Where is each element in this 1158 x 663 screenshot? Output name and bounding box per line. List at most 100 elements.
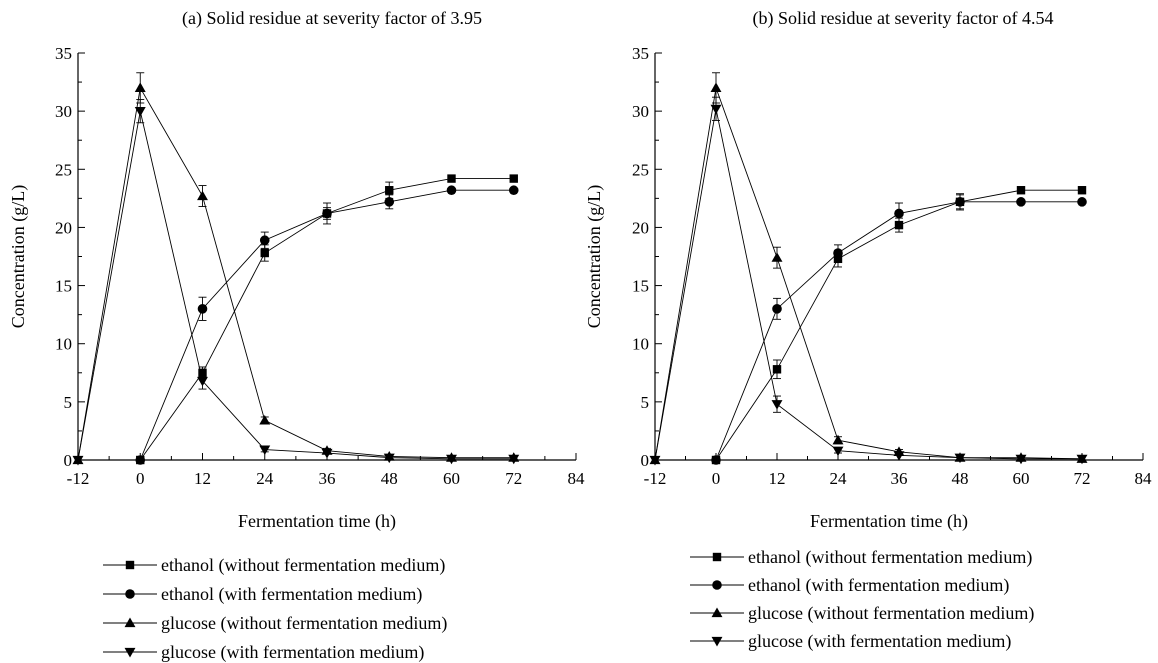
data-point [321, 448, 333, 459]
x-axis-label: Fermentation time (h) [810, 511, 968, 532]
legend-label: glucose (with fermentation medium) [748, 631, 1011, 652]
legend-label: ethanol (with fermentation medium) [161, 584, 422, 605]
legend-label: ethanol (with fermentation medium) [748, 575, 1009, 596]
y-tick-label: 5 [64, 393, 73, 412]
x-tick-label: 36 [319, 469, 336, 488]
y-tick-label: 35 [632, 44, 649, 63]
data-point [772, 304, 782, 314]
data-point [1076, 454, 1088, 465]
series-line [654, 108, 1082, 461]
y-axis-label: Concentration (g/L) [8, 185, 29, 328]
legend-marker [711, 636, 723, 647]
x-tick-label: 48 [952, 469, 969, 488]
x-tick-label: 12 [769, 469, 786, 488]
x-tick-label: -12 [67, 469, 90, 488]
data-point [134, 107, 146, 117]
panel-a: (a) Solid residue at severity factor of … [8, 8, 585, 663]
data-point [1016, 186, 1026, 195]
y-tick-label: 15 [632, 277, 649, 296]
x-tick-label: 84 [568, 469, 586, 488]
data-point [833, 248, 843, 258]
legend-label: ethanol (without fermentation medium) [748, 547, 1032, 568]
legend-marker [125, 560, 135, 570]
data-point [385, 186, 394, 195]
data-point [384, 197, 395, 207]
y-tick-label: 30 [632, 102, 649, 121]
x-tick-label: 48 [381, 469, 398, 488]
data-point [72, 455, 84, 466]
data-point [832, 446, 844, 457]
data-point [446, 185, 457, 196]
data-point [446, 454, 457, 465]
series-circle [135, 185, 519, 465]
y-tick-label: 30 [55, 102, 72, 121]
data-point [894, 220, 904, 230]
x-tick-label: 0 [136, 469, 145, 488]
data-point [135, 455, 146, 465]
data-point [771, 252, 783, 262]
y-tick-label: 15 [55, 277, 72, 296]
series-line [77, 111, 514, 461]
series-circle [711, 193, 1087, 465]
series-triangle-up [72, 72, 520, 465]
data-point [771, 400, 783, 410]
data-point [710, 82, 722, 92]
y-axis-label: Concentration (g/L) [584, 185, 605, 328]
data-point [259, 235, 270, 246]
y-tick-label: 5 [641, 393, 650, 412]
data-point [955, 197, 965, 207]
data-point [893, 451, 905, 461]
y-tick-label: 10 [55, 335, 72, 354]
data-point [1077, 186, 1087, 195]
y-tick-label: 25 [632, 160, 649, 179]
legend-label: glucose (without fermentation medium) [748, 603, 1034, 624]
x-tick-label: 72 [1074, 469, 1091, 488]
data-point [1016, 197, 1026, 207]
y-tick-label: 20 [55, 218, 72, 237]
y-tick-label: 25 [55, 160, 72, 179]
series-triangle-up [649, 72, 1088, 465]
data-point [508, 185, 519, 196]
data-point [832, 434, 844, 445]
chart-title: (b) Solid residue at severity factor of … [753, 8, 1054, 29]
series-square [711, 186, 1087, 465]
legend-label: glucose (without fermentation medium) [161, 613, 447, 634]
data-point [197, 376, 208, 387]
data-point [1015, 454, 1027, 465]
panel-b: (b) Solid residue at severity factor of … [584, 8, 1152, 652]
x-axis-label: Fermentation time (h) [238, 511, 396, 532]
data-point [508, 454, 520, 465]
data-point [383, 453, 395, 464]
x-tick-label: 12 [194, 469, 211, 488]
y-tick-label: 0 [641, 451, 650, 470]
data-point [710, 104, 722, 115]
data-point [447, 174, 456, 183]
x-tick-label: 36 [891, 469, 908, 488]
data-point [954, 453, 966, 464]
x-tick-label: 0 [712, 469, 721, 488]
y-tick-label: 35 [55, 44, 72, 63]
y-tick-label: 20 [632, 218, 649, 237]
data-point [197, 304, 208, 314]
x-tick-label: 24 [256, 469, 274, 488]
data-point [711, 455, 721, 465]
chart-title: (a) Solid residue at severity factor of … [182, 8, 482, 29]
series-line [77, 86, 514, 461]
data-point [509, 174, 518, 183]
data-point [259, 445, 271, 455]
data-point [1077, 197, 1087, 207]
legend-marker [711, 607, 723, 618]
x-tick-label: 24 [830, 469, 848, 488]
x-tick-label: 60 [1013, 469, 1030, 488]
legend-marker [125, 589, 135, 599]
x-tick-label: 72 [505, 469, 522, 488]
data-point [894, 208, 904, 219]
series-line [139, 189, 514, 461]
y-tick-label: 0 [64, 451, 73, 470]
x-tick-label: -12 [644, 469, 667, 488]
legend-label: ethanol (without fermentation medium) [161, 555, 445, 576]
legend-marker [712, 580, 722, 590]
data-point [134, 82, 146, 92]
x-tick-label: 84 [1135, 469, 1153, 488]
